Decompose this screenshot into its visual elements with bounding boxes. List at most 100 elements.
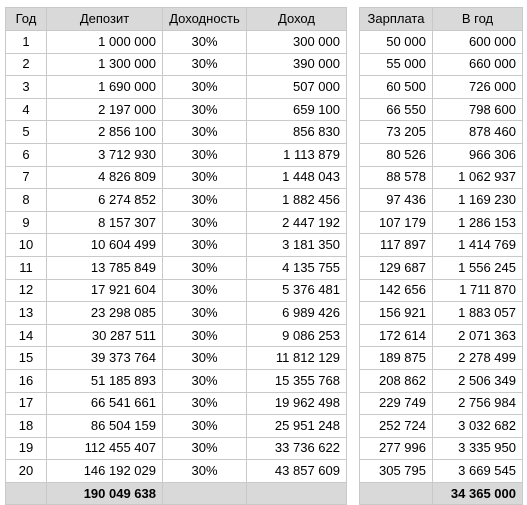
cell-per-year[interactable]: 2 756 984 [432,391,523,416]
cell-income[interactable]: 2 447 192 [246,210,347,235]
total-cell-yield[interactable] [162,481,247,505]
cell-per-year[interactable]: 798 600 [432,97,523,122]
cell-year[interactable]: 19 [5,436,47,461]
total-cell-income[interactable] [246,481,347,505]
cell-per-year[interactable]: 2 506 349 [432,368,523,393]
cell-yield[interactable]: 30% [162,75,247,99]
cell-deposit[interactable]: 2 197 000 [46,97,163,122]
cell-salary[interactable]: 142 656 [359,278,433,303]
cell-income[interactable]: 15 355 768 [246,368,347,393]
column-header-salary[interactable]: Зарплата [359,7,433,31]
cell-per-year[interactable]: 3 669 545 [432,459,523,483]
cell-yield[interactable]: 30% [162,165,247,190]
cell-yield[interactable]: 30% [162,210,247,235]
cell-per-year[interactable]: 3 032 682 [432,414,523,438]
cell-income[interactable]: 1 882 456 [246,188,347,212]
cell-yield[interactable]: 30% [162,459,247,483]
cell-year[interactable]: 8 [5,188,47,212]
cell-deposit[interactable]: 112 455 407 [46,436,163,461]
cell-salary[interactable]: 80 526 [359,142,433,167]
cell-year[interactable]: 13 [5,301,47,325]
column-header-yield[interactable]: Доходность [162,7,247,31]
cell-per-year[interactable]: 1 169 230 [432,188,523,212]
column-header-deposit[interactable]: Депозит [46,7,163,31]
cell-deposit[interactable]: 146 192 029 [46,459,163,483]
cell-yield[interactable]: 30% [162,278,247,303]
cell-year[interactable]: 20 [5,459,47,483]
cell-per-year[interactable]: 660 000 [432,52,523,77]
cell-year[interactable]: 3 [5,75,47,99]
cell-deposit[interactable]: 13 785 849 [46,255,163,280]
cell-deposit[interactable]: 2 856 100 [46,120,163,144]
cell-per-year[interactable]: 966 306 [432,142,523,167]
cell-deposit[interactable]: 10 604 499 [46,233,163,257]
cell-income[interactable]: 19 962 498 [246,391,347,416]
cell-yield[interactable]: 30% [162,346,247,370]
cell-income[interactable]: 507 000 [246,75,347,99]
total-cell-salary[interactable] [359,481,433,505]
cell-salary[interactable]: 50 000 [359,30,433,54]
cell-deposit[interactable]: 6 274 852 [46,188,163,212]
cell-year[interactable]: 11 [5,255,47,280]
total-cell-per-year[interactable]: 34 365 000 [432,481,523,505]
cell-salary[interactable]: 60 500 [359,75,433,99]
cell-per-year[interactable]: 878 460 [432,120,523,144]
cell-year[interactable]: 4 [5,97,47,122]
total-cell-year[interactable] [5,481,47,505]
cell-income[interactable]: 5 376 481 [246,278,347,303]
cell-per-year[interactable]: 1 556 245 [432,255,523,280]
cell-yield[interactable]: 30% [162,368,247,393]
cell-salary[interactable]: 88 578 [359,165,433,190]
cell-deposit[interactable]: 1 690 000 [46,75,163,99]
cell-yield[interactable]: 30% [162,391,247,416]
cell-yield[interactable]: 30% [162,301,247,325]
cell-income[interactable]: 43 857 609 [246,459,347,483]
cell-income[interactable]: 856 830 [246,120,347,144]
cell-salary[interactable]: 55 000 [359,52,433,77]
cell-income[interactable]: 390 000 [246,52,347,77]
cell-deposit[interactable]: 51 185 893 [46,368,163,393]
cell-income[interactable]: 300 000 [246,30,347,54]
column-header-year[interactable]: Год [5,7,47,31]
cell-yield[interactable]: 30% [162,97,247,122]
cell-salary[interactable]: 156 921 [359,301,433,325]
cell-income[interactable]: 33 736 622 [246,436,347,461]
cell-year[interactable]: 18 [5,414,47,438]
cell-deposit[interactable]: 86 504 159 [46,414,163,438]
cell-income[interactable]: 4 135 755 [246,255,347,280]
cell-per-year[interactable]: 1 414 769 [432,233,523,257]
cell-per-year[interactable]: 1 062 937 [432,165,523,190]
cell-income[interactable]: 25 951 248 [246,414,347,438]
cell-yield[interactable]: 30% [162,414,247,438]
cell-salary[interactable]: 229 749 [359,391,433,416]
cell-yield[interactable]: 30% [162,142,247,167]
cell-yield[interactable]: 30% [162,188,247,212]
cell-year[interactable]: 5 [5,120,47,144]
cell-salary[interactable]: 129 687 [359,255,433,280]
total-cell-deposit[interactable]: 190 049 638 [46,481,163,505]
cell-year[interactable]: 2 [5,52,47,77]
cell-income[interactable]: 6 989 426 [246,301,347,325]
cell-salary[interactable]: 172 614 [359,323,433,348]
cell-deposit[interactable]: 39 373 764 [46,346,163,370]
cell-year[interactable]: 1 [5,30,47,54]
cell-income[interactable]: 1 448 043 [246,165,347,190]
cell-deposit[interactable]: 1 300 000 [46,52,163,77]
cell-salary[interactable]: 208 862 [359,368,433,393]
cell-salary[interactable]: 252 724 [359,414,433,438]
cell-year[interactable]: 15 [5,346,47,370]
cell-deposit[interactable]: 8 157 307 [46,210,163,235]
cell-year[interactable]: 6 [5,142,47,167]
cell-salary[interactable]: 97 436 [359,188,433,212]
cell-per-year[interactable]: 1 711 870 [432,278,523,303]
cell-per-year[interactable]: 3 335 950 [432,436,523,461]
cell-income[interactable]: 9 086 253 [246,323,347,348]
cell-per-year[interactable]: 2 278 499 [432,346,523,370]
cell-income[interactable]: 659 100 [246,97,347,122]
cell-salary[interactable]: 73 205 [359,120,433,144]
column-header-income[interactable]: Доход [246,7,347,31]
cell-salary[interactable]: 66 550 [359,97,433,122]
cell-salary[interactable]: 189 875 [359,346,433,370]
cell-income[interactable]: 3 181 350 [246,233,347,257]
cell-yield[interactable]: 30% [162,436,247,461]
